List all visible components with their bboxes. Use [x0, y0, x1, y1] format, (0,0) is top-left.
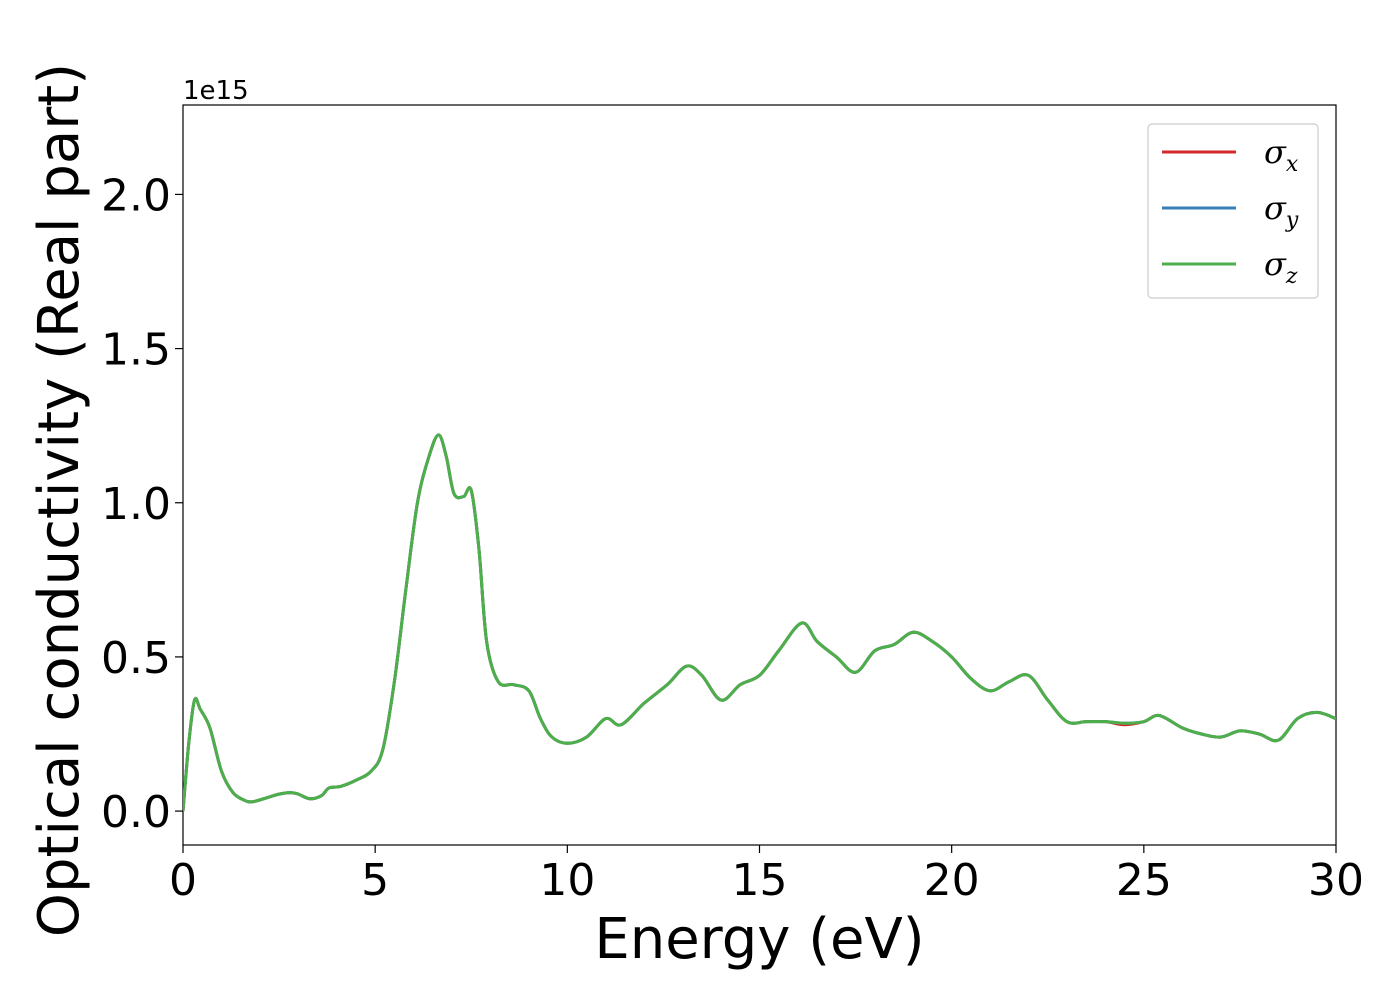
y-tick-label: 1.0 [101, 479, 171, 530]
legend-label-z: σz [1264, 245, 1298, 289]
legend: σx σy σz [1147, 123, 1319, 299]
x-tick-label: 30 [1308, 855, 1364, 906]
legend-label-y: σy [1264, 189, 1299, 233]
x-tick-label: 20 [924, 855, 980, 906]
y-axis-ticks: 0.0 0.5 1.0 1.5 2.0 [101, 170, 183, 838]
legend-box [1147, 123, 1319, 299]
y-tick-label: 2.0 [101, 170, 171, 221]
y-tick-label: 0.5 [101, 633, 171, 684]
y-tick-label: 1.5 [101, 325, 171, 376]
series-line-0 [183, 433, 1336, 812]
x-tick-label: 5 [361, 855, 389, 906]
x-tick-label: 0 [169, 855, 197, 906]
series-line-1 [183, 433, 1336, 812]
legend-label-x: σx [1264, 133, 1299, 177]
x-tick-label: 25 [1116, 855, 1172, 906]
x-tick-label: 10 [539, 855, 595, 906]
y-offset-text: 1e15 [183, 76, 249, 106]
x-axis-label: Energy (eV) [594, 907, 924, 972]
series-line-2 [183, 433, 1336, 812]
x-tick-label: 15 [732, 855, 788, 906]
x-axis-ticks: 0 5 10 15 20 25 30 [169, 845, 1364, 906]
y-axis-label: Optical conductivity (Real part) [27, 63, 92, 937]
y-tick-label: 0.0 [101, 787, 171, 838]
series-layer [183, 433, 1336, 812]
